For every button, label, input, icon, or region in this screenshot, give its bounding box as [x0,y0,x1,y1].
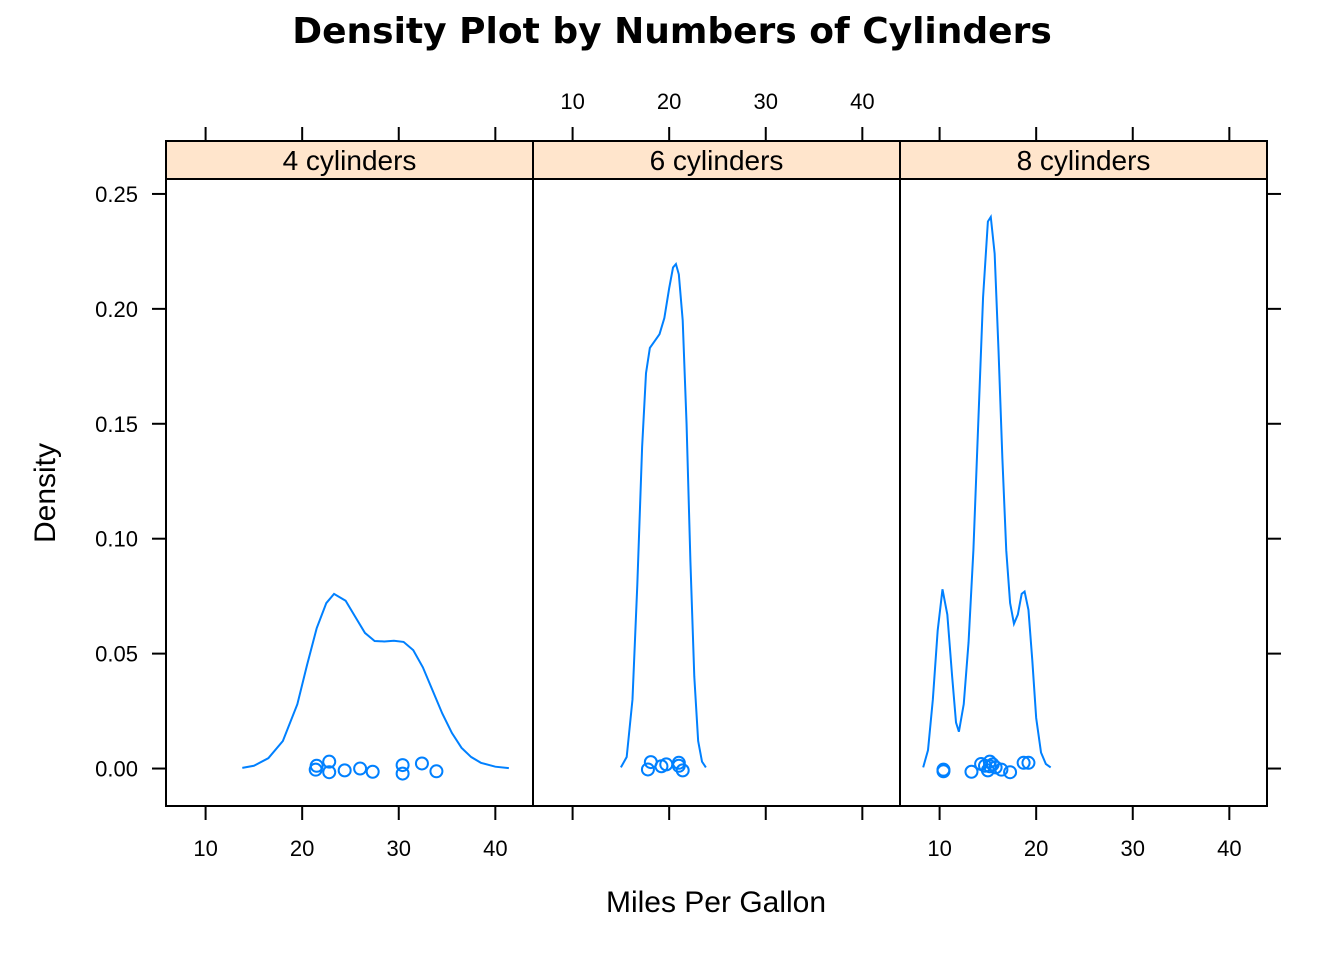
chart-title: Density Plot by Numbers of Cylinders [292,11,1052,52]
data-point [1003,765,1018,780]
data-point [964,764,979,779]
density-curve [620,261,707,768]
data-point [414,756,429,771]
data-point [659,757,674,772]
x-tick-label-bottom: 10 [927,836,951,861]
y-tick-label: 0.05 [95,642,138,667]
strip-background [165,140,534,180]
data-point [1016,755,1031,770]
density-curve [242,592,509,770]
data-point [308,762,323,777]
data-point [365,764,380,779]
panel-2: 6 cylinders 10 20 30 40 [532,89,901,820]
y-tick-label: 0.25 [95,182,138,207]
data-point [1021,755,1036,770]
strip-background [899,140,1268,180]
y-tick-label: 0.00 [95,757,138,782]
panel-3: 8 cylinders 10 20 30 40 [899,127,1268,861]
panel-frame [899,178,1268,807]
data-point [640,762,655,777]
x-tick-label-bottom: 40 [1217,836,1241,861]
data-point [337,763,352,778]
data-point [322,765,337,780]
x-axis-title: Miles Per Gallon [606,886,826,919]
x-tick-label-bottom: 10 [193,836,217,861]
data-point [395,758,410,773]
y-tick-label: 0.10 [95,527,138,552]
data-point [429,764,444,779]
x-tick-label-bottom: 20 [290,836,314,861]
y-axis-title: Density [29,443,62,543]
x-tick-label-top: 20 [657,89,681,114]
panel-frame [532,178,901,807]
x-tick-label-top: 30 [754,89,778,114]
data-point [395,766,410,781]
data-point [936,764,951,779]
x-tick-label-bottom: 20 [1024,836,1048,861]
y-tick-label: 0.15 [95,412,138,437]
data-point [353,761,368,776]
data-point [980,763,995,778]
panel-1: 4 cylinders 10 20 30 40 [165,127,534,861]
panel-frame [165,178,534,807]
data-point [322,754,337,769]
strip-label: 8 cylinders [1017,145,1151,176]
data-point [675,763,690,778]
data-point [988,760,1003,775]
density-curve [922,213,1052,769]
x-tick-label-bottom: 40 [483,836,507,861]
y-tick-label: 0.20 [95,297,138,322]
x-tick-label-top: 40 [850,89,874,114]
strip-label: 4 cylinders [283,145,417,176]
x-tick-label-bottom: 30 [1121,836,1145,861]
strip-label: 6 cylinders [650,145,784,176]
x-tick-label-bottom: 30 [387,836,411,861]
x-tick-label-top: 10 [560,89,584,114]
